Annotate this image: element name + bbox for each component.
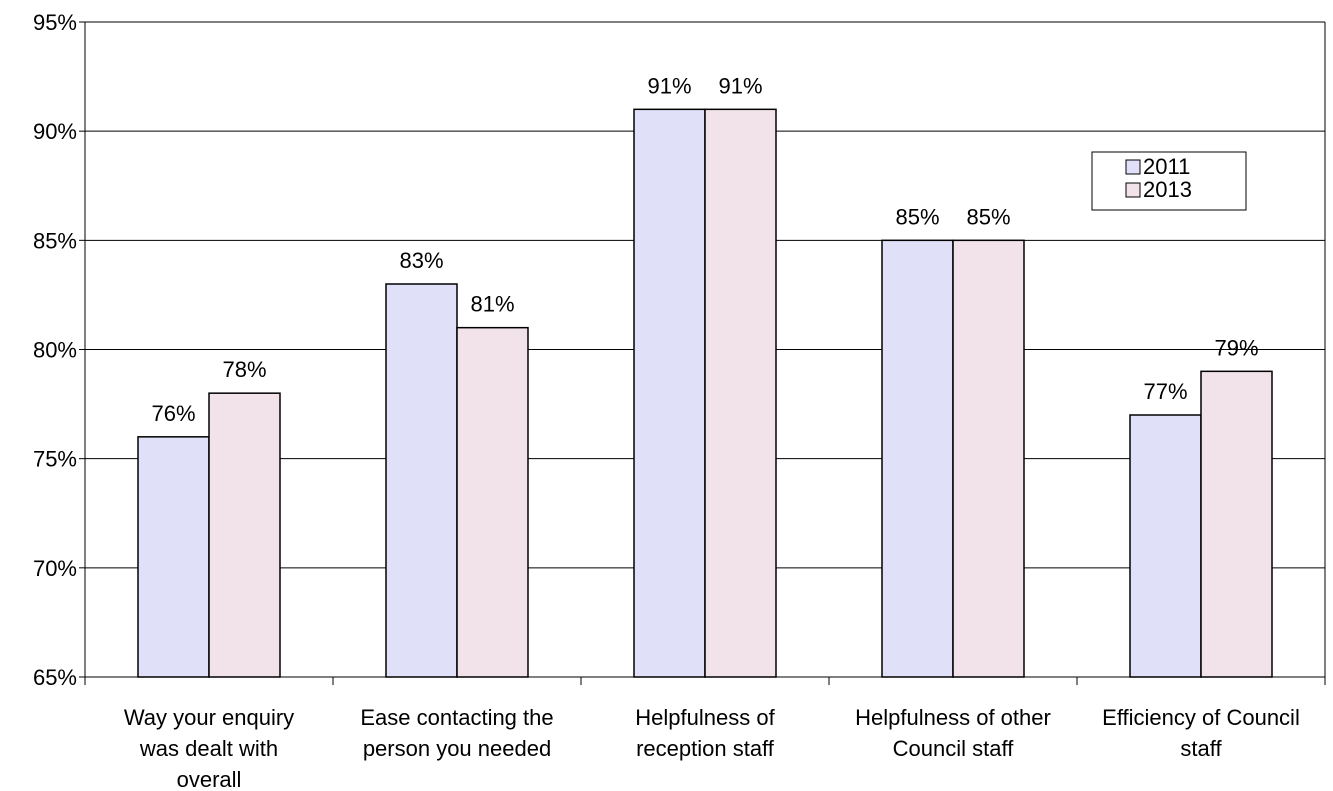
y-axis-ticks: 65% 70% 75% 80% 85% 90% 95% [33,10,86,690]
x-category-label-line: person you needed [363,736,551,761]
data-label: 76% [151,401,195,426]
x-category-label-line: Ease contacting the [360,705,553,730]
legend-label: 2011 [1143,154,1190,179]
data-label: 77% [1143,379,1187,404]
x-category-label: Efficiency of Council staff [1102,705,1300,761]
x-category-label-line: Helpfulness of [635,705,775,730]
data-label: 85% [895,204,939,229]
bar [1129,414,1202,678]
legend-swatch [1125,159,1141,175]
data-label: 85% [966,204,1010,229]
data-label: 81% [470,292,514,317]
legend-box [1091,151,1247,211]
data-label: 91% [718,73,762,98]
legend-label: 2013 [1143,177,1192,202]
x-category-label-line: staff [1180,736,1222,761]
x-category-label: Helpfulness of other Council staff [855,705,1051,761]
x-category-label-line: Council staff [893,736,1015,761]
bar [1200,370,1273,678]
x-category-label-line: Helpfulness of other [855,705,1051,730]
x-category-label: Way your enquiry was dealt with overall [124,705,294,791]
bar [208,392,281,678]
data-label: 78% [222,357,266,382]
x-category-label-line: was dealt with [139,736,278,761]
x-category-label: Helpfulness of reception staff [635,705,775,761]
y-tick-label: 65% [33,665,77,690]
x-category-label-line: reception staff [636,736,775,761]
bar [881,239,954,678]
data-label: 91% [647,73,691,98]
y-tick-label: 70% [33,556,77,581]
x-axis: Way your enquiry was dealt with overall Eas… [84,676,1326,791]
x-category-label: Ease contacting the person you needed [360,705,553,761]
bar [704,108,777,678]
bar [137,436,210,678]
bar [385,283,458,678]
y-tick-label: 85% [33,228,77,253]
bar [633,108,706,678]
data-labels: 76% 78% 83% 81% 91% 91% 85% 85% 77% 79% [151,73,1258,426]
y-tick-label: 90% [33,119,77,144]
x-category-label-line: Efficiency of Council [1102,705,1300,730]
x-category-label-line: overall [177,767,242,791]
y-tick-label: 80% [33,338,77,363]
x-category-label-line: Way your enquiry [124,705,294,730]
data-label: 79% [1214,335,1258,360]
y-tick-label: 75% [33,447,77,472]
data-label: 83% [399,248,443,273]
bars [137,108,1273,678]
legend-swatch [1125,182,1141,198]
bar [952,239,1025,678]
y-tick-label: 95% [33,10,77,35]
bar [456,326,529,678]
